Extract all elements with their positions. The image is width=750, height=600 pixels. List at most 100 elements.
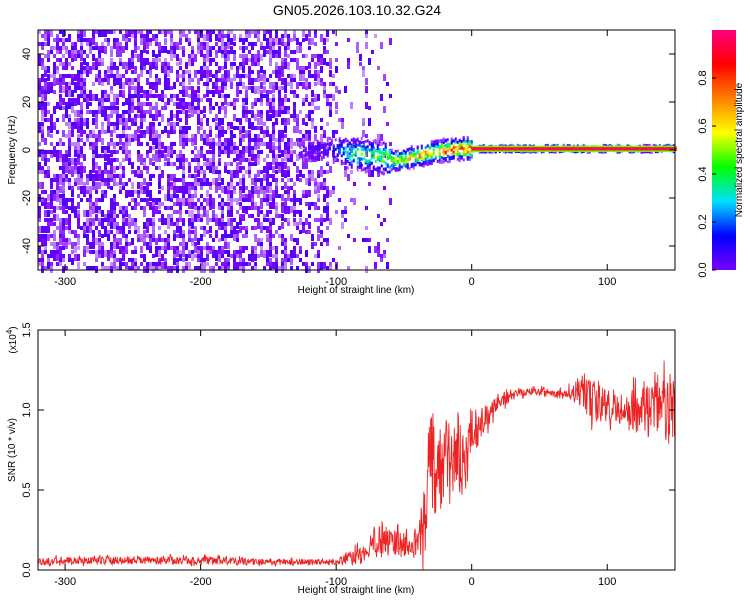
spectrogram-cell	[260, 198, 263, 202]
spectrogram-cell	[257, 134, 260, 141]
spectrogram-cell	[170, 42, 173, 46]
spectrogram-cell	[302, 30, 305, 37]
spectrogram-cell	[284, 134, 287, 138]
spectrogram-cell	[266, 78, 269, 82]
spectrogram-signal-cell	[356, 168, 359, 172]
spectrogram-cell	[155, 86, 158, 93]
spectrogram-cell	[83, 210, 86, 217]
spectrogram-cell	[152, 94, 155, 98]
spectrogram-cell	[107, 114, 110, 118]
spectrogram-cell	[74, 246, 77, 253]
spectrogram-cell	[95, 58, 98, 62]
spectrogram-cell	[287, 158, 290, 162]
spectrogram-cell	[92, 142, 95, 149]
spectrogram-cell	[122, 82, 125, 89]
spectrogram-cell	[218, 46, 221, 53]
spectrogram-cell	[215, 86, 218, 93]
spectrogram-cell	[95, 174, 98, 181]
spectrogram-cell	[149, 66, 152, 70]
spectrogram-cell	[275, 210, 278, 214]
spectrogram-cell	[308, 230, 311, 234]
spectrogram-cell	[197, 30, 200, 34]
spectrogram-cell	[314, 134, 317, 141]
spectrogram-cell	[155, 238, 158, 245]
spectrogram-cell	[119, 262, 122, 269]
spectrogram-cell	[77, 34, 80, 41]
spectrogram-cell	[41, 94, 44, 98]
spectrogram-cell	[74, 214, 77, 218]
spectrogram-cell	[113, 74, 116, 81]
spectrogram-cell	[83, 90, 86, 97]
spectrogram-signal-cell	[384, 151, 387, 155]
spectrogram-cell	[242, 102, 245, 109]
spectrogram-cell	[371, 50, 374, 54]
spectrogram-cell	[377, 242, 380, 249]
spectrogram-cell	[218, 134, 221, 141]
spectrogram-cell	[242, 66, 245, 73]
spectrogram-cell	[206, 246, 209, 250]
spectrogram-cell	[71, 258, 74, 265]
spectrogram-cell	[89, 198, 92, 202]
spectrogram-cell	[65, 218, 68, 225]
spectrogram-cell	[134, 34, 137, 38]
spectrogram-cell	[257, 158, 260, 165]
spectrogram-cell	[281, 166, 284, 170]
spectrogram-cell	[311, 234, 314, 241]
spectrogram-cell	[164, 242, 167, 246]
spectrogram-cell	[260, 98, 263, 102]
spectrogram-cell	[266, 162, 269, 166]
spectrogram-cell	[272, 130, 275, 137]
spectrogram-cell	[293, 250, 296, 257]
spectrogram-cell	[269, 226, 272, 230]
spectrogram-cell	[137, 238, 140, 242]
spectrogram-cell	[221, 198, 224, 205]
spectrogram-cell	[107, 122, 110, 126]
spectrogram-cell	[302, 262, 305, 266]
spectrogram-cell	[59, 250, 62, 254]
spectrogram-cell	[266, 114, 269, 121]
spectrogram-cell	[86, 138, 89, 142]
spectrogram-signal-cell	[540, 150, 543, 154]
spectrogram-cell	[311, 242, 314, 249]
spectrogram-cell	[182, 82, 185, 86]
spectrogram-cell	[179, 74, 182, 78]
spectrogram-cell	[59, 230, 62, 234]
spectrogram-signal-cell	[412, 149, 415, 153]
spectrogram-signal-cell	[388, 155, 391, 159]
spectrogram-cell	[236, 146, 239, 153]
spectrogram-cell	[272, 198, 275, 205]
spectrogram-cell	[194, 266, 197, 270]
spectrogram-cell	[80, 62, 83, 69]
spectrogram-cell	[260, 178, 263, 182]
spectrogram-cell	[200, 254, 203, 261]
spectrogram-cell	[236, 74, 239, 78]
spectrogram-cell	[86, 94, 89, 98]
spectrogram-cell	[203, 246, 206, 250]
spectrogram-cell	[62, 154, 65, 161]
spectrogram-cell	[206, 70, 209, 74]
spectrogram-cell	[104, 194, 107, 198]
spectrogram-cell	[53, 46, 56, 50]
spectrogram-cell	[140, 130, 143, 134]
spectrogram-cell	[338, 118, 341, 122]
spectrogram-cell	[251, 250, 254, 254]
spectrogram-cell	[131, 30, 134, 34]
spectrogram-cell	[284, 238, 287, 245]
spectrogram-signal-cell	[380, 159, 383, 163]
spectrogram-cell	[95, 122, 98, 129]
spectrogram-signal-cell	[372, 146, 375, 150]
spectrogram-cell	[206, 46, 209, 50]
spectrogram-cell	[263, 30, 266, 37]
spectrogram-cell	[56, 194, 59, 201]
spectrogram-cell	[98, 218, 101, 222]
spectrogram-cell	[53, 222, 56, 226]
spectrogram-cell	[131, 170, 134, 174]
spectrogram-cell	[41, 130, 44, 137]
spectrogram-cell	[281, 162, 284, 166]
spectrogram-cell	[83, 38, 86, 42]
spectrogram-cell	[254, 138, 257, 145]
spectrogram-cell	[191, 194, 194, 198]
spectrogram-signal-cell	[368, 142, 371, 146]
spectrogram-cell	[41, 166, 44, 170]
spectrogram-cell	[212, 162, 215, 166]
